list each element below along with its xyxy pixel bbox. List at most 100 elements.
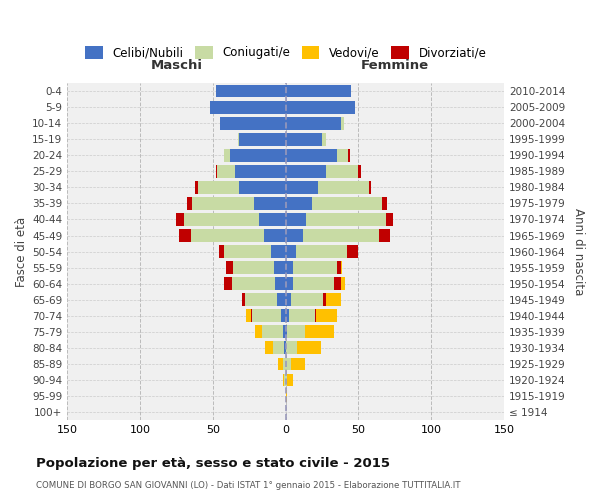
Bar [265,342,272,354]
Bar [220,116,286,130]
Bar [238,133,239,145]
Bar [326,165,358,177]
Bar [286,390,287,402]
Bar [278,358,283,370]
Bar [176,213,184,226]
Bar [287,326,305,338]
Bar [293,261,337,274]
Bar [242,294,245,306]
Bar [305,326,334,338]
Bar [287,374,293,386]
Bar [322,133,326,145]
Bar [274,261,286,274]
Bar [286,294,292,306]
Bar [283,358,286,370]
Bar [293,278,334,290]
Text: COMUNE DI BORGO SAN GIOVANNI (LO) - Dati ISTAT 1° gennaio 2015 - Elaborazione TU: COMUNE DI BORGO SAN GIOVANNI (LO) - Dati… [36,480,461,490]
Bar [341,116,344,130]
Bar [224,149,230,162]
Bar [292,294,323,306]
Bar [334,278,345,290]
Bar [198,181,239,194]
Bar [264,229,286,242]
Bar [255,326,262,338]
Text: Popolazione per età, sesso e stato civile - 2015: Popolazione per età, sesso e stato civil… [36,458,390,470]
Bar [286,84,351,98]
Bar [218,245,224,258]
Bar [334,278,341,290]
Bar [286,100,355,114]
Bar [224,245,271,258]
Bar [196,181,198,194]
Bar [347,245,358,258]
Y-axis label: Fasce di età: Fasce di età [15,216,28,286]
Bar [323,294,341,306]
Bar [315,310,337,322]
Text: Maschi: Maschi [151,59,202,72]
Bar [306,213,386,226]
Bar [271,245,286,258]
Text: Femmine: Femmine [361,59,429,72]
Bar [312,197,382,210]
Bar [242,294,245,306]
Bar [251,310,252,322]
Bar [347,245,350,258]
Bar [289,310,315,322]
Bar [358,165,361,177]
Bar [233,261,274,274]
Bar [348,149,350,162]
Bar [239,133,286,145]
Bar [216,84,286,98]
Bar [315,310,316,322]
Bar [323,294,326,306]
Bar [368,181,371,194]
Bar [286,326,287,338]
Y-axis label: Anni di nascita: Anni di nascita [572,208,585,296]
Bar [286,213,306,226]
Bar [275,278,286,290]
Bar [247,310,252,322]
Bar [283,326,286,338]
Bar [187,197,193,210]
Bar [286,181,317,194]
Bar [286,229,303,242]
Bar [286,342,297,354]
Bar [191,229,264,242]
Bar [386,213,394,226]
Bar [286,374,287,386]
Bar [292,358,305,370]
Bar [379,229,391,242]
Bar [286,149,337,162]
Bar [259,213,286,226]
Bar [379,229,380,242]
Bar [184,213,259,226]
Bar [283,374,284,386]
Bar [296,245,347,258]
Bar [286,116,341,130]
Bar [210,100,286,114]
Bar [284,374,286,386]
Bar [226,261,233,274]
Bar [245,294,277,306]
Bar [286,358,292,370]
Bar [230,149,286,162]
Bar [337,261,343,274]
Bar [230,278,232,290]
Bar [239,181,286,194]
Bar [286,278,293,290]
Bar [337,261,341,274]
Bar [297,342,320,354]
Bar [286,261,293,274]
Bar [286,197,312,210]
Bar [262,326,283,338]
Bar [277,294,286,306]
Bar [286,245,296,258]
Bar [286,310,289,322]
Bar [382,197,388,210]
Bar [232,278,275,290]
Bar [254,197,286,210]
Legend: Celibi/Nubili, Coniugati/e, Vedovi/e, Divorziati/e: Celibi/Nubili, Coniugati/e, Vedovi/e, Di… [80,42,491,64]
Bar [337,149,348,162]
Bar [193,197,254,210]
Bar [235,165,286,177]
